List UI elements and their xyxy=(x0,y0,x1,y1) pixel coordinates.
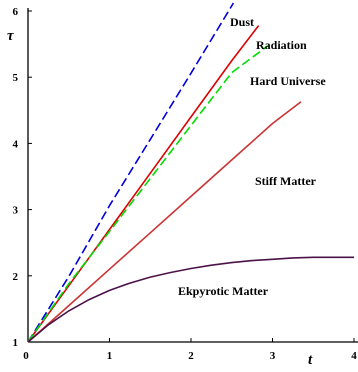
series-label-dust: Dust xyxy=(230,15,254,29)
x-tick-label: 4 xyxy=(351,350,357,362)
series-label-radiation: Radiation xyxy=(256,38,307,52)
x-axis-label: t xyxy=(308,352,313,368)
y-axis-label: τ xyxy=(7,28,15,44)
y-tick-label: 2 xyxy=(13,271,19,283)
y-tick-label: 5 xyxy=(13,72,19,84)
series-label-ekpyrotic-matter: Ekpyrotic Matter xyxy=(178,284,269,298)
x-tick-label: 1 xyxy=(107,350,113,362)
series-hard-universe-line xyxy=(27,44,269,343)
series-label-hard-universe: Hard Universe xyxy=(250,74,326,88)
x-tick-label: 2 xyxy=(188,350,194,362)
x-tick-label: 3 xyxy=(270,350,276,362)
series-label-stiff-matter: Stiff Matter xyxy=(255,174,317,188)
series-layer xyxy=(27,2,354,343)
x-tick-label: 0 xyxy=(23,350,29,362)
series-dust-line xyxy=(27,2,235,343)
y-tick-label: 1 xyxy=(13,337,19,349)
series-stiff-matter-line xyxy=(27,101,302,343)
series-radiation-line xyxy=(27,25,260,343)
y-tick-label: 6 xyxy=(13,6,19,18)
y-tick-label: 3 xyxy=(13,205,19,217)
series-ekpyrotic-matter-line xyxy=(27,256,354,343)
y-tick-label: 4 xyxy=(13,138,19,150)
